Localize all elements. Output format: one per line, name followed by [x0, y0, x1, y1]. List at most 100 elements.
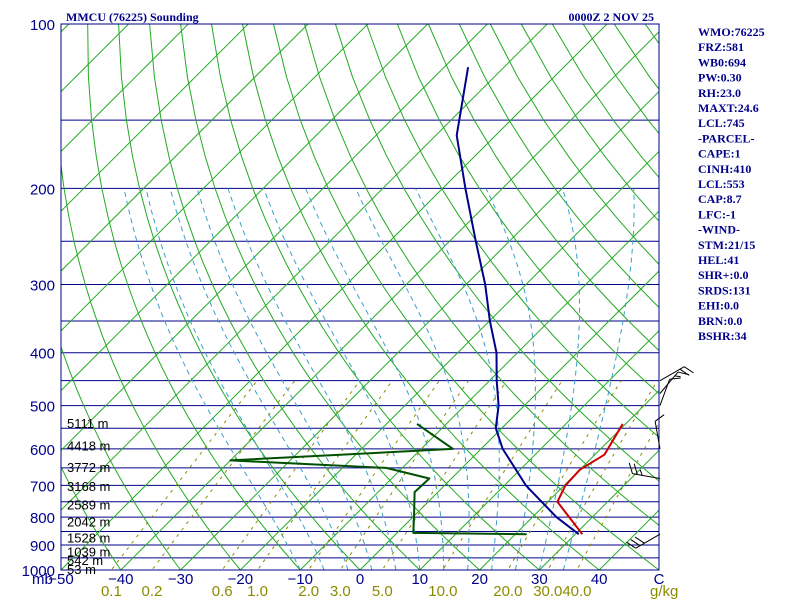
height-label: 5111 m [67, 416, 108, 431]
mixing-ratio-tick-label: 0.1 [101, 583, 122, 600]
wind-barb-flag [633, 463, 638, 475]
temperature-tick-label: 0 [356, 571, 364, 588]
dry-adiabat-grid [61, 24, 659, 570]
stat-line: WMO:76225 [698, 25, 765, 39]
pressure-tick-label: 400 [30, 346, 55, 363]
height-label: 3168 m [67, 479, 110, 494]
height-label: 1039 m [67, 545, 110, 560]
height-label: 542 m [67, 553, 103, 568]
mixing-ratio-unit-label: g/kg [650, 583, 678, 600]
wind-barb-half-flag [674, 375, 681, 378]
stat-line: RH:23.0 [698, 86, 741, 100]
temperature-tick-label: 20 [471, 571, 488, 588]
stat-line: BSHR:34 [698, 329, 747, 343]
mixing-ratio-grid [110, 380, 659, 570]
wind-barb-flag [679, 368, 690, 376]
temperature-tick-label: 10 [411, 571, 428, 588]
dry-adiabat-line [180, 24, 481, 570]
wind-barb [659, 377, 681, 406]
isotherm-line [419, 330, 659, 570]
isotherm-line [120, 31, 659, 570]
moist-adiabat-line [415, 188, 500, 570]
moist-adiabat-line [196, 188, 373, 570]
wind-barb-flag [654, 414, 665, 422]
sounding-series [229, 67, 624, 536]
temperature-tick-label: 30 [531, 571, 548, 588]
height-label: 4418 m [67, 439, 110, 454]
moist-adiabat-line [355, 188, 470, 570]
wind-barb-half-flag [639, 469, 643, 476]
stat-line: HEL:41 [698, 253, 739, 267]
isotherm-line [299, 210, 659, 570]
stat-line: LCL:553 [698, 177, 745, 191]
moist-adiabat-line [562, 188, 635, 570]
dry-adiabat-line [87, 24, 301, 570]
stat-line: SHR+:0.0 [698, 268, 749, 282]
moist-adiabat-line [123, 188, 301, 570]
mixing-ratio-tick-label: 0.2 [142, 583, 163, 600]
dry-adiabat-line [61, 345, 182, 570]
stat-line: SRDS:131 [698, 283, 751, 297]
wind-barb-flag [628, 462, 633, 474]
dry-adiabat-line [61, 161, 242, 570]
plot-frame [60, 23, 660, 571]
dewpoint-line [229, 423, 527, 536]
wind-barb-flag [669, 377, 681, 380]
stat-line: CAPE:1 [698, 147, 741, 161]
pressure-tick-label: 800 [30, 510, 55, 527]
isotherm-line [61, 24, 608, 570]
wind-barb [654, 414, 665, 449]
moist-adiabat-line [538, 188, 581, 570]
temperature-tick-label: −30 [168, 571, 193, 588]
pressure-tick-label: 300 [30, 278, 55, 295]
dry-adiabat-line [304, 24, 659, 526]
temperature-tick-label: C [654, 571, 665, 588]
isotherm-line [598, 509, 659, 570]
mixing-ratio-line [576, 422, 659, 570]
mixing-ratio-line [221, 380, 361, 570]
stat-line: MAXT:24.6 [698, 101, 759, 115]
mixing-ratio-line [547, 380, 658, 570]
height-label: 53 m [67, 562, 96, 577]
stat-line: -PARCEL- [698, 131, 754, 145]
wind-barbs [626, 366, 694, 549]
stat-line: CINH:410 [698, 162, 751, 176]
wind-barb-staff [635, 533, 661, 549]
parcel-line [556, 423, 624, 535]
mixing-ratio-line [110, 380, 258, 570]
pressure-tick-label: 100 [30, 17, 55, 34]
wind-barb [659, 371, 689, 394]
wind-barb [628, 462, 661, 479]
dry-adiabat-line [242, 24, 601, 570]
isotherm-line [359, 270, 659, 570]
dry-adiabat-line [118, 24, 361, 570]
pressure-tick-label: 900 [30, 538, 55, 555]
isotherm-line [61, 24, 489, 452]
wind-barb [626, 533, 661, 549]
height-label: 2042 m [67, 514, 110, 529]
isotherm-grid [61, 24, 659, 570]
dry-adiabat-line [273, 24, 659, 570]
isotherm-line [61, 24, 249, 212]
mixing-ratio-axis: 0.1 0.2 0.6 1.0 2.0 3.0 5.0 10.0 20.0 30.0 40.0 [101, 583, 592, 600]
pressure-axis: 100 200 300 400 500 600 700 800 900 1000 [22, 17, 55, 580]
moist-adiabat-line [145, 188, 325, 570]
stat-line: BRN:0.0 [698, 314, 742, 328]
dry-adiabat-line [489, 24, 659, 266]
mixing-ratio-tick-label: 3.0 [330, 583, 351, 600]
stat-line: LCL:745 [698, 116, 745, 130]
isotherm-line [538, 449, 659, 570]
height-label: 3772 m [67, 460, 110, 475]
stat-line: LFC:-1 [698, 207, 736, 221]
pressure-tick-label: 1000 [22, 563, 55, 580]
mixing-ratio-tick-label: 1.0 [247, 583, 268, 600]
pressure-tick-label: 600 [30, 442, 55, 459]
isotherm-line [179, 90, 659, 570]
dry-adiabat-line [334, 24, 659, 482]
dry-adiabat-line [211, 24, 541, 570]
dry-adiabat-line [396, 24, 659, 395]
mixing-ratio-tick-label: 2.0 [298, 583, 319, 600]
height-label: 2589 m [67, 497, 110, 512]
